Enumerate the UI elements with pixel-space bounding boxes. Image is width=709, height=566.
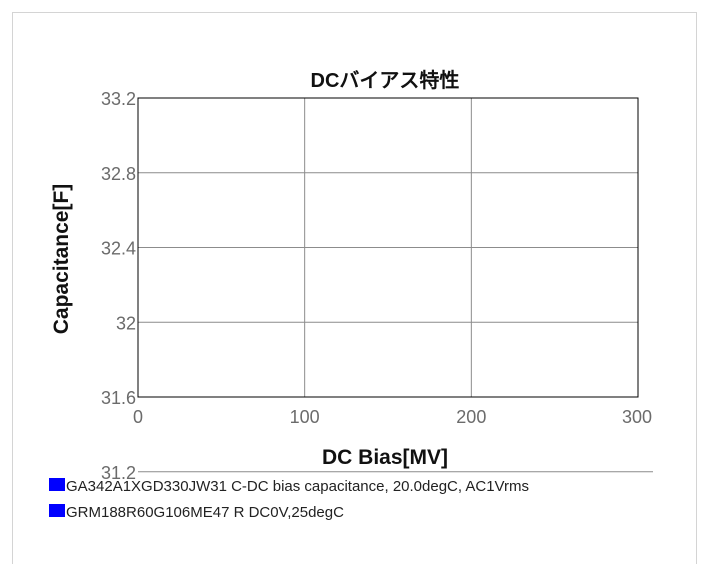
legend: GA342A1XGD330JW31 C-DC bias capacitance,… [49, 478, 529, 521]
legend-swatch [49, 504, 65, 517]
x-axis-title: DC Bias[MV] [322, 446, 448, 469]
legend-swatch [49, 478, 65, 491]
y-tick-label: 33.2 [101, 89, 136, 109]
x-tick-label: 100 [290, 407, 320, 427]
y-tick-label: 32 [116, 313, 136, 333]
legend-label: GRM188R60G106ME47 R DC0V,25degC [66, 504, 344, 521]
y-tick-label: 32.4 [101, 239, 136, 259]
y-axis-title: Capacitance[F] [50, 184, 73, 335]
chart-title: DCバイアス特性 [311, 68, 460, 92]
x-tick-label: 300 [622, 407, 652, 427]
x-tick-label: 200 [456, 407, 486, 427]
x-tick-label: 0 [133, 407, 143, 427]
y-tick-label: 32.8 [101, 164, 136, 184]
y-tick-label: 31.2 [101, 463, 136, 483]
plot-area: 0 100 200 300 33.2 32.8 32.4 32 31.6 31.2 [101, 89, 653, 483]
legend-label: GA342A1XGD330JW31 C-DC bias capacitance,… [66, 478, 529, 495]
y-tick-label: 31.6 [101, 388, 136, 408]
plot-border [137, 97, 639, 398]
